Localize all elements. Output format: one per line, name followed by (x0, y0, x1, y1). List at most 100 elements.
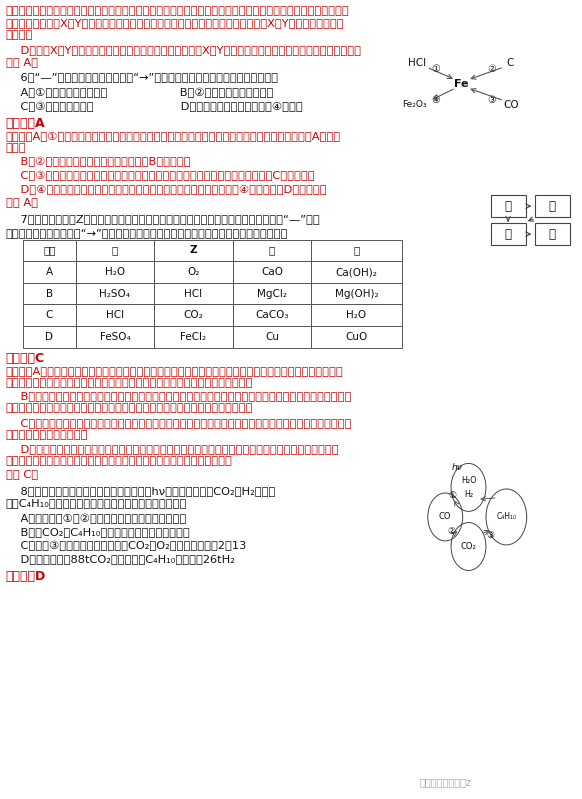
Text: C．过程③中，理论上参加反应的CO₂和O₂的分子个数比是2：13: C．过程③中，理论上参加反应的CO₂和O₂的分子个数比是2：13 (6, 541, 246, 551)
Text: 项正确；: 项正确； (6, 30, 33, 41)
Text: 【解析】A、水在通电的条件下反应生成氢气和氧气，氧气与氯氧化钓不反应，氧化钓和水反应生成氯氧化钓，: 【解析】A、水在通电的条件下反应生成氢气和氧气，氧气与氯氧化钓不反应，氧化钓和水… (6, 366, 343, 376)
Text: ④: ④ (431, 95, 440, 105)
Text: ③: ③ (487, 95, 496, 105)
Text: D、④是铁与氏气和水同时作用生成氧化铁，隔绝氏气或者水可以防止④的发生，故D说法正确；: D、④是铁与氏气和水同时作用生成氧化铁，隔绝氏气或者水可以防止④的发生，故D说法… (6, 184, 327, 194)
Bar (154, 261, 233, 283)
Text: 【解析】A、①是氧化铁与盐酸反应生成氯化铁和水，该反应无气体产生，所以不会有气泡产生，故A说法不: 【解析】A、①是氧化铁与盐酸反应生成氯化铁和水，该反应无气体产生，所以不会有气泡… (6, 131, 341, 141)
Text: 酸根和碳酸根，则X、Y应该为硫酸钓和碳酸钓，但硫酸钓无法与硫酸发生反应，所以X与Y不可能都是盐，选: 酸根和碳酸根，则X、Y应该为硫酸钓和碳酸钓，但硫酸钓无法与硫酸发生反应，所以X与… (6, 18, 345, 29)
Bar (233, 283, 311, 304)
Text: 8．（新考法）使用特殊的层化剖在光照（hν）条件下实现了CO₂和H₂层化转: 8．（新考法）使用特殊的层化剖在光照（hν）条件下实现了CO₂和H₂层化转 (6, 486, 275, 496)
Text: ①: ① (431, 64, 440, 74)
Text: 钓能与氧气常温下反应生成氧化钓，氧化钓和水反应生成氯氧化钓，不符合题意；: 钓能与氧气常温下反应生成氧化钓，氧化钓和水反应生成氯氧化钓，不符合题意； (6, 378, 253, 388)
Text: 【答案】C: 【答案】C (6, 352, 45, 364)
Text: CO: CO (504, 100, 519, 109)
Bar (23, 283, 76, 304)
Text: H₂SO₄: H₂SO₄ (100, 288, 130, 299)
Text: 镇和氯氧化钓反应生成氯氧化镇和氯化钓，氯化镇不能转化为盐酸，不符合题意；: 镇和氯氧化钓反应生成氯氧化镇和氯化钓，氯化镇不能转化为盐酸，不符合题意； (6, 403, 253, 414)
Text: 化为C₄H₁₀，其中转化关系如图所示。下列说法错误的是: 化为C₄H₁₀，其中转化关系如图所示。下列说法错误的是 (6, 498, 187, 508)
Text: 丁: 丁 (353, 245, 360, 256)
Text: D: D (45, 332, 54, 342)
Bar (76, 261, 154, 283)
Bar (154, 283, 233, 304)
Text: ②: ② (447, 527, 455, 536)
Text: C: C (506, 58, 513, 68)
Bar (23, 261, 76, 283)
Text: hν: hν (452, 463, 462, 472)
Text: Mg(OH)₂: Mg(OH)₂ (335, 288, 378, 299)
Text: HCl: HCl (408, 58, 427, 68)
Text: FeCl₂: FeCl₂ (180, 332, 207, 342)
Text: 丙: 丙 (269, 245, 275, 256)
Text: D、硫酸亚铁和铝反应生成硫酸铝和氧化亚铁，氧化铜和氧化亚铁不反应，铜和氢气在加热的条件下反应: D、硫酸亚铁和铝反应生成硫酸铝和氧化亚铁，氧化铜和氧化亚铁不反应，铜和氢气在加热… (6, 444, 339, 455)
Bar (311, 304, 402, 326)
Text: B、②是碳不完全燃烧生成一氧化碳，故B说法正确；: B、②是碳不完全燃烧生成一氧化碳，故B说法正确； (6, 157, 190, 167)
Text: Ca(OH)₂: Ca(OH)₂ (336, 267, 377, 277)
Text: 6．“—”表示物质可以发生反应，“→”表示物质可以转换，下列说法不正确的是: 6．“—”表示物质可以发生反应，“→”表示物质可以转换，下列说法不正确的是 (6, 72, 278, 82)
Text: 故选 A。: 故选 A。 (6, 197, 38, 208)
Text: CaCO₃: CaCO₃ (255, 310, 289, 320)
Text: A．①的现象是有气泡产生                    B．②可用于碳的不完全燃烧: A．①的现象是有气泡产生 B．②可用于碳的不完全燃烧 (6, 88, 273, 98)
Text: CO: CO (439, 512, 452, 522)
Text: B．从CO₂到C₄H₁₀的转化是一个储存能量的过程: B．从CO₂到C₄H₁₀的转化是一个储存能量的过程 (6, 527, 190, 538)
Text: Fe₂O₃: Fe₂O₃ (402, 100, 427, 109)
Text: CO₂: CO₂ (184, 310, 203, 320)
Text: 丙: 丙 (505, 228, 512, 240)
Text: O₂: O₂ (187, 267, 200, 277)
Bar (311, 326, 402, 348)
Text: 【答案】D: 【答案】D (6, 570, 46, 583)
Bar (154, 304, 233, 326)
Bar (311, 261, 402, 283)
Bar (311, 240, 402, 261)
Text: HCl: HCl (106, 310, 124, 320)
Text: 复分解反应中生成氯氧化钓，符合复分解反应定义，要同时生成沉淠，能与金属离子反应生成沉淠的酸根离子为硫: 复分解反应中生成氯氧化钓，符合复分解反应定义，要同时生成沉淠，能与金属离子反应生… (6, 6, 350, 17)
Text: 公众号：云淡风轿z: 公众号：云淡风轿z (419, 777, 471, 787)
Text: C: C (46, 310, 53, 320)
Bar (535, 195, 570, 217)
Bar (311, 283, 402, 304)
Text: C、③可以是一氧化碳高温下还原氧化铁生成铁和二氧化碳，可用于工业炼铁，故C说法正确；: C、③可以是一氧化碳高温下还原氧化铁生成铁和二氧化碳，可用于工业炼铁，故C说法正… (6, 170, 314, 181)
Text: 相连的两种物质能反应，“→”表示通过一步反应能实现转化），下列达项符合图示关系的是: 相连的两种物质能反应，“→”表示通过一步反应能实现转化），下列达项符合图示关系的… (6, 228, 288, 238)
Text: 7．下图所示甲、Z、丙、丁四种物质间相互关系中的反应，均为初中化学常见反应（“—”表示: 7．下图所示甲、Z、丙、丁四种物质间相互关系中的反应，均为初中化学常见反应（“—… (6, 214, 320, 225)
Bar (154, 240, 233, 261)
Bar (491, 223, 526, 245)
Text: 故选 C。: 故选 C。 (6, 469, 38, 479)
Text: Z: Z (190, 245, 197, 256)
Bar (233, 240, 311, 261)
Bar (23, 326, 76, 348)
Text: 乙: 乙 (549, 200, 556, 213)
Text: H₂O: H₂O (461, 475, 476, 485)
Text: Cu: Cu (265, 332, 279, 342)
Text: C₄H₁₀: C₄H₁₀ (496, 512, 516, 522)
Text: ②: ② (487, 64, 496, 74)
Text: 甲: 甲 (505, 200, 512, 213)
Bar (76, 304, 154, 326)
Text: CO₂: CO₂ (460, 542, 477, 551)
Text: 正确；: 正确； (6, 143, 26, 153)
Text: D、因为X、Y可以是碳酸钓和氯氧化钓（顺序可互换），X、Y反应可以生成氯氧化钓和碳酸钓，选项正确。: D、因为X、Y可以是碳酸钓和氯氧化钓（顺序可互换），X、Y反应可以生成氯氧化钓和… (6, 45, 361, 55)
Bar (535, 223, 570, 245)
Text: 故选 A。: 故选 A。 (6, 57, 38, 67)
Bar (76, 326, 154, 348)
Bar (233, 304, 311, 326)
Text: C、碳酸钓和盐酸反应生成氯化钓、二氧化碳和水，二氧化碳和氯氧化钓反应生成碳酸钓和水，二氧化碳和水: C、碳酸钓和盐酸反应生成氯化钓、二氧化碳和水，二氧化碳和氯氧化钓反应生成碳酸钓和… (6, 418, 352, 428)
Text: 反应生成碳酸，符合题意；: 反应生成碳酸，符合题意； (6, 430, 88, 440)
Bar (233, 326, 311, 348)
Text: D．理论上，每88tCO₂完全转化为C₄H₁₀，需消耗26tH₂: D．理论上，每88tCO₂完全转化为C₄H₁₀，需消耗26tH₂ (6, 555, 235, 565)
Bar (491, 195, 526, 217)
Text: 【答案】A: 【答案】A (6, 117, 45, 129)
Bar (154, 326, 233, 348)
Text: B、硫酸和氯化钔反应生成硫酸钔和盐酸，氯氧化镇和盐酸反应生成氯化镇和水，氯化镇和硫酸不反应，氯化: B、硫酸和氯化钔反应生成硫酸钔和盐酸，氯氧化镇和盐酸反应生成氯化镇和水，氯化镇和… (6, 392, 351, 402)
Text: 丁: 丁 (549, 228, 556, 240)
Text: A: A (46, 267, 53, 277)
Text: FeSO₄: FeSO₄ (100, 332, 130, 342)
Text: 生成氧化铜，铜和硫酸亚铁不反应，氧化亚铁不能转化为铜，不符合题意；: 生成氧化铜，铜和硫酸亚铁不反应，氧化亚铁不能转化为铜，不符合题意； (6, 456, 233, 467)
Text: ①: ① (448, 491, 456, 500)
Text: ③: ③ (487, 531, 494, 540)
Bar (76, 283, 154, 304)
Text: C．③可用于工业炼铁                        D．隔绝氏气或者水可以防止④的发生: C．③可用于工业炼铁 D．隔绝氏气或者水可以防止④的发生 (6, 101, 303, 112)
Bar (233, 261, 311, 283)
Text: CuO: CuO (345, 332, 368, 342)
Text: HCl: HCl (184, 288, 203, 299)
Text: H₂O: H₂O (346, 310, 367, 320)
Text: MgCl₂: MgCl₂ (257, 288, 287, 299)
